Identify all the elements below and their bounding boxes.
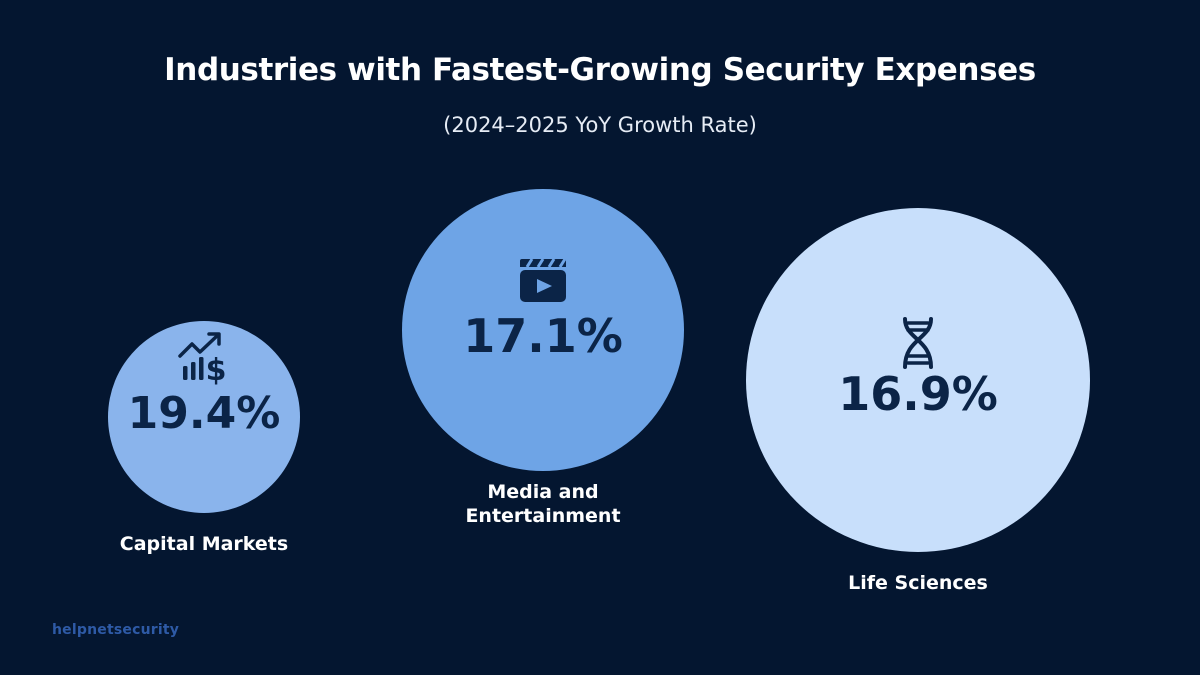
bubble-circle — [108, 321, 300, 513]
bubble-value: 17.1% — [463, 309, 623, 363]
chart-title: Industries with Fastest-Growing Security… — [164, 52, 1036, 88]
bubble-circle — [746, 208, 1090, 552]
bubble-label: Media and Entertainment — [465, 481, 620, 527]
bubble-2: 16.9% Life Sciences — [746, 208, 1090, 594]
svg-text:$: $ — [206, 353, 227, 388]
bubble-label: Life Sciences — [848, 572, 988, 594]
bubble-0: $19.4% Capital Markets — [108, 321, 300, 555]
bubble-value: 19.4% — [128, 388, 281, 439]
chart-dollar-icon: $ — [178, 332, 227, 388]
clapperboard-icon — [520, 258, 567, 302]
chart-subtitle: (2024–2025 YoY Growth Rate) — [443, 113, 757, 137]
dna-icon — [903, 317, 933, 369]
bubble-label: Capital Markets — [120, 533, 288, 555]
bubble-value: 16.9% — [838, 367, 998, 421]
bubble-circle — [402, 189, 684, 471]
brand-logo: helpnetsecurity — [52, 622, 180, 638]
bubble-1: 17.1% Media and Entertainment — [402, 189, 684, 527]
